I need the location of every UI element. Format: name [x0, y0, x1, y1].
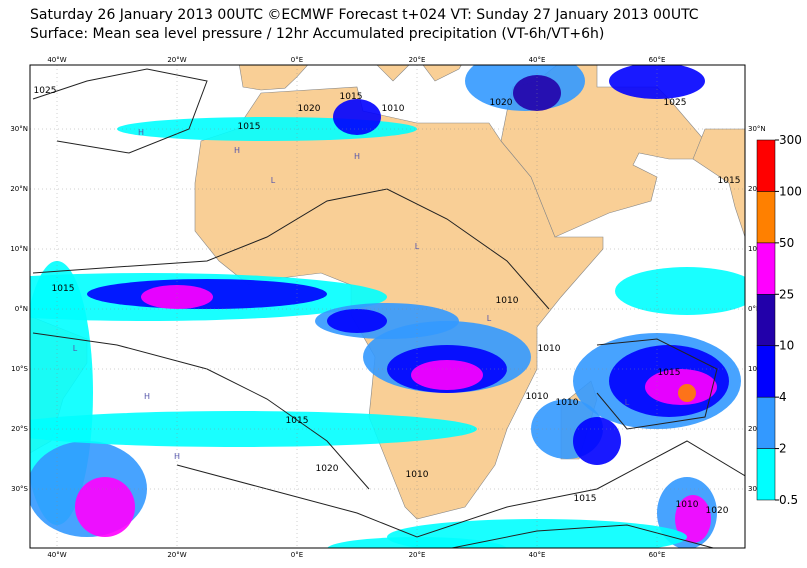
longitude-label: 20°W: [167, 56, 186, 64]
longitude-label: 0°E: [291, 56, 303, 64]
pressure-center: L: [271, 176, 276, 185]
isobar: [176, 440, 745, 538]
isobar-label: 1010: [406, 470, 429, 480]
isobar-label: 1010: [526, 392, 549, 402]
isobar-label: 1015: [52, 284, 75, 294]
land-area: [239, 65, 309, 91]
latitude-label: 20°N: [10, 185, 28, 193]
precip-area: [411, 360, 483, 390]
pressure-center: H: [138, 128, 144, 137]
colorbar-label: 10: [779, 339, 794, 353]
isobar-label: 1015: [286, 416, 309, 426]
pressure-center: H: [144, 392, 150, 401]
graticule: [30, 65, 745, 548]
subtitle: Surface: Mean sea level pressure / 12hr …: [30, 26, 604, 42]
isobar-label: 1010: [538, 344, 561, 354]
isobar: [449, 524, 716, 548]
labels: 40°W 40°W 20°W 20°W 0°E 0°E 20°E 20°E 40°E 40°E 60…: [10, 56, 765, 559]
isobar-label: 1010: [556, 398, 579, 408]
isobar-label: 1015: [574, 494, 597, 504]
latitude-label: 10°S: [748, 365, 765, 373]
isobar-label: 1015: [658, 368, 681, 378]
isobar-label: 1020: [706, 506, 729, 516]
pressure-center: L: [487, 314, 492, 323]
colorbar-segment: [756, 139, 776, 192]
latitude-label: 30°N: [748, 125, 766, 133]
longitude-label: 20°E: [409, 551, 426, 559]
longitude-label: 20°E: [409, 56, 426, 64]
longitude-label: 40°E: [529, 56, 546, 64]
longitude-label: 40°W: [47, 56, 66, 64]
isobar-label: 1015: [718, 176, 741, 186]
isobar: [32, 332, 370, 490]
isobar-label: 1025: [664, 98, 687, 108]
colorbar-label: 0.5: [779, 493, 798, 507]
precip-area: [75, 477, 135, 537]
isobar-label: 1020: [490, 98, 513, 108]
colorbar-label: 50: [779, 236, 794, 250]
colorbar-segment: [756, 294, 776, 346]
pressure-center: L: [73, 344, 78, 353]
longitude-label: 60°E: [649, 56, 666, 64]
isobar-label: 1010: [382, 104, 405, 114]
colorbar: 0.5 2 4 10 25 50 100 300: [756, 133, 802, 507]
colorbar-segment: [756, 191, 776, 244]
precip-area: [678, 384, 696, 402]
colorbar-label: 25: [779, 287, 794, 301]
precip-area: [675, 495, 711, 543]
isobar-label: 1015: [340, 92, 363, 102]
colorbar-segment: [756, 242, 776, 295]
longitude-label: 20°W: [167, 551, 186, 559]
isobars: [32, 68, 745, 548]
precip-area: [333, 99, 381, 135]
longitude-label: 40°W: [47, 551, 66, 559]
isobar: [32, 68, 208, 154]
map-frame: [29, 64, 746, 549]
precip-area: [573, 417, 621, 465]
latitude-label: 30°S: [748, 485, 765, 493]
precip-area: [327, 309, 387, 333]
latitude-label: 10°N: [10, 245, 28, 253]
precip-area: [327, 537, 507, 548]
colorbar-label: 300: [779, 133, 802, 147]
isobar-label: 1015: [238, 122, 261, 132]
precipitation: [30, 65, 745, 548]
pressure-center: H: [354, 152, 360, 161]
isobar: [596, 338, 718, 430]
colorbar-label: 4: [779, 390, 787, 404]
colorbar-label: 100: [779, 184, 802, 198]
isobar: [32, 188, 550, 310]
latitude-label: 20°S: [11, 425, 28, 433]
latitude-label: 10°S: [11, 365, 28, 373]
isobar-label: 1020: [298, 104, 321, 114]
longitude-label: 60°E: [649, 551, 666, 559]
longitude-label: 0°E: [291, 551, 303, 559]
isobar-label: 1025: [34, 86, 57, 96]
pressure-center: H: [234, 146, 240, 155]
isobar-label: 1020: [316, 464, 339, 474]
latitude-label: 0°N: [748, 305, 761, 313]
latitude-label: 30°N: [10, 125, 28, 133]
isobar-label: 1010: [496, 296, 519, 306]
title: Saturday 26 January 2013 00UTC ©ECMWF Fo…: [30, 7, 699, 23]
longitude-label: 40°E: [529, 551, 546, 559]
colorbar-segment: [756, 448, 776, 501]
colorbar-segment: [756, 345, 776, 398]
colorbar-segment: [756, 396, 776, 449]
pressure-center: L: [625, 398, 630, 407]
precip-area: [615, 267, 745, 315]
pressure-center: L: [415, 242, 420, 251]
latitude-label: 20°S: [748, 425, 765, 433]
isobar-label: 1010: [676, 500, 699, 510]
land-area: [692, 128, 745, 238]
latitude-label: 30°S: [11, 485, 28, 493]
precip-area: [30, 411, 477, 447]
pressure-center: H: [174, 452, 180, 461]
colorbar-label: 2: [779, 442, 787, 456]
latitude-label: 0°N: [15, 305, 28, 313]
land-area: [376, 65, 462, 82]
